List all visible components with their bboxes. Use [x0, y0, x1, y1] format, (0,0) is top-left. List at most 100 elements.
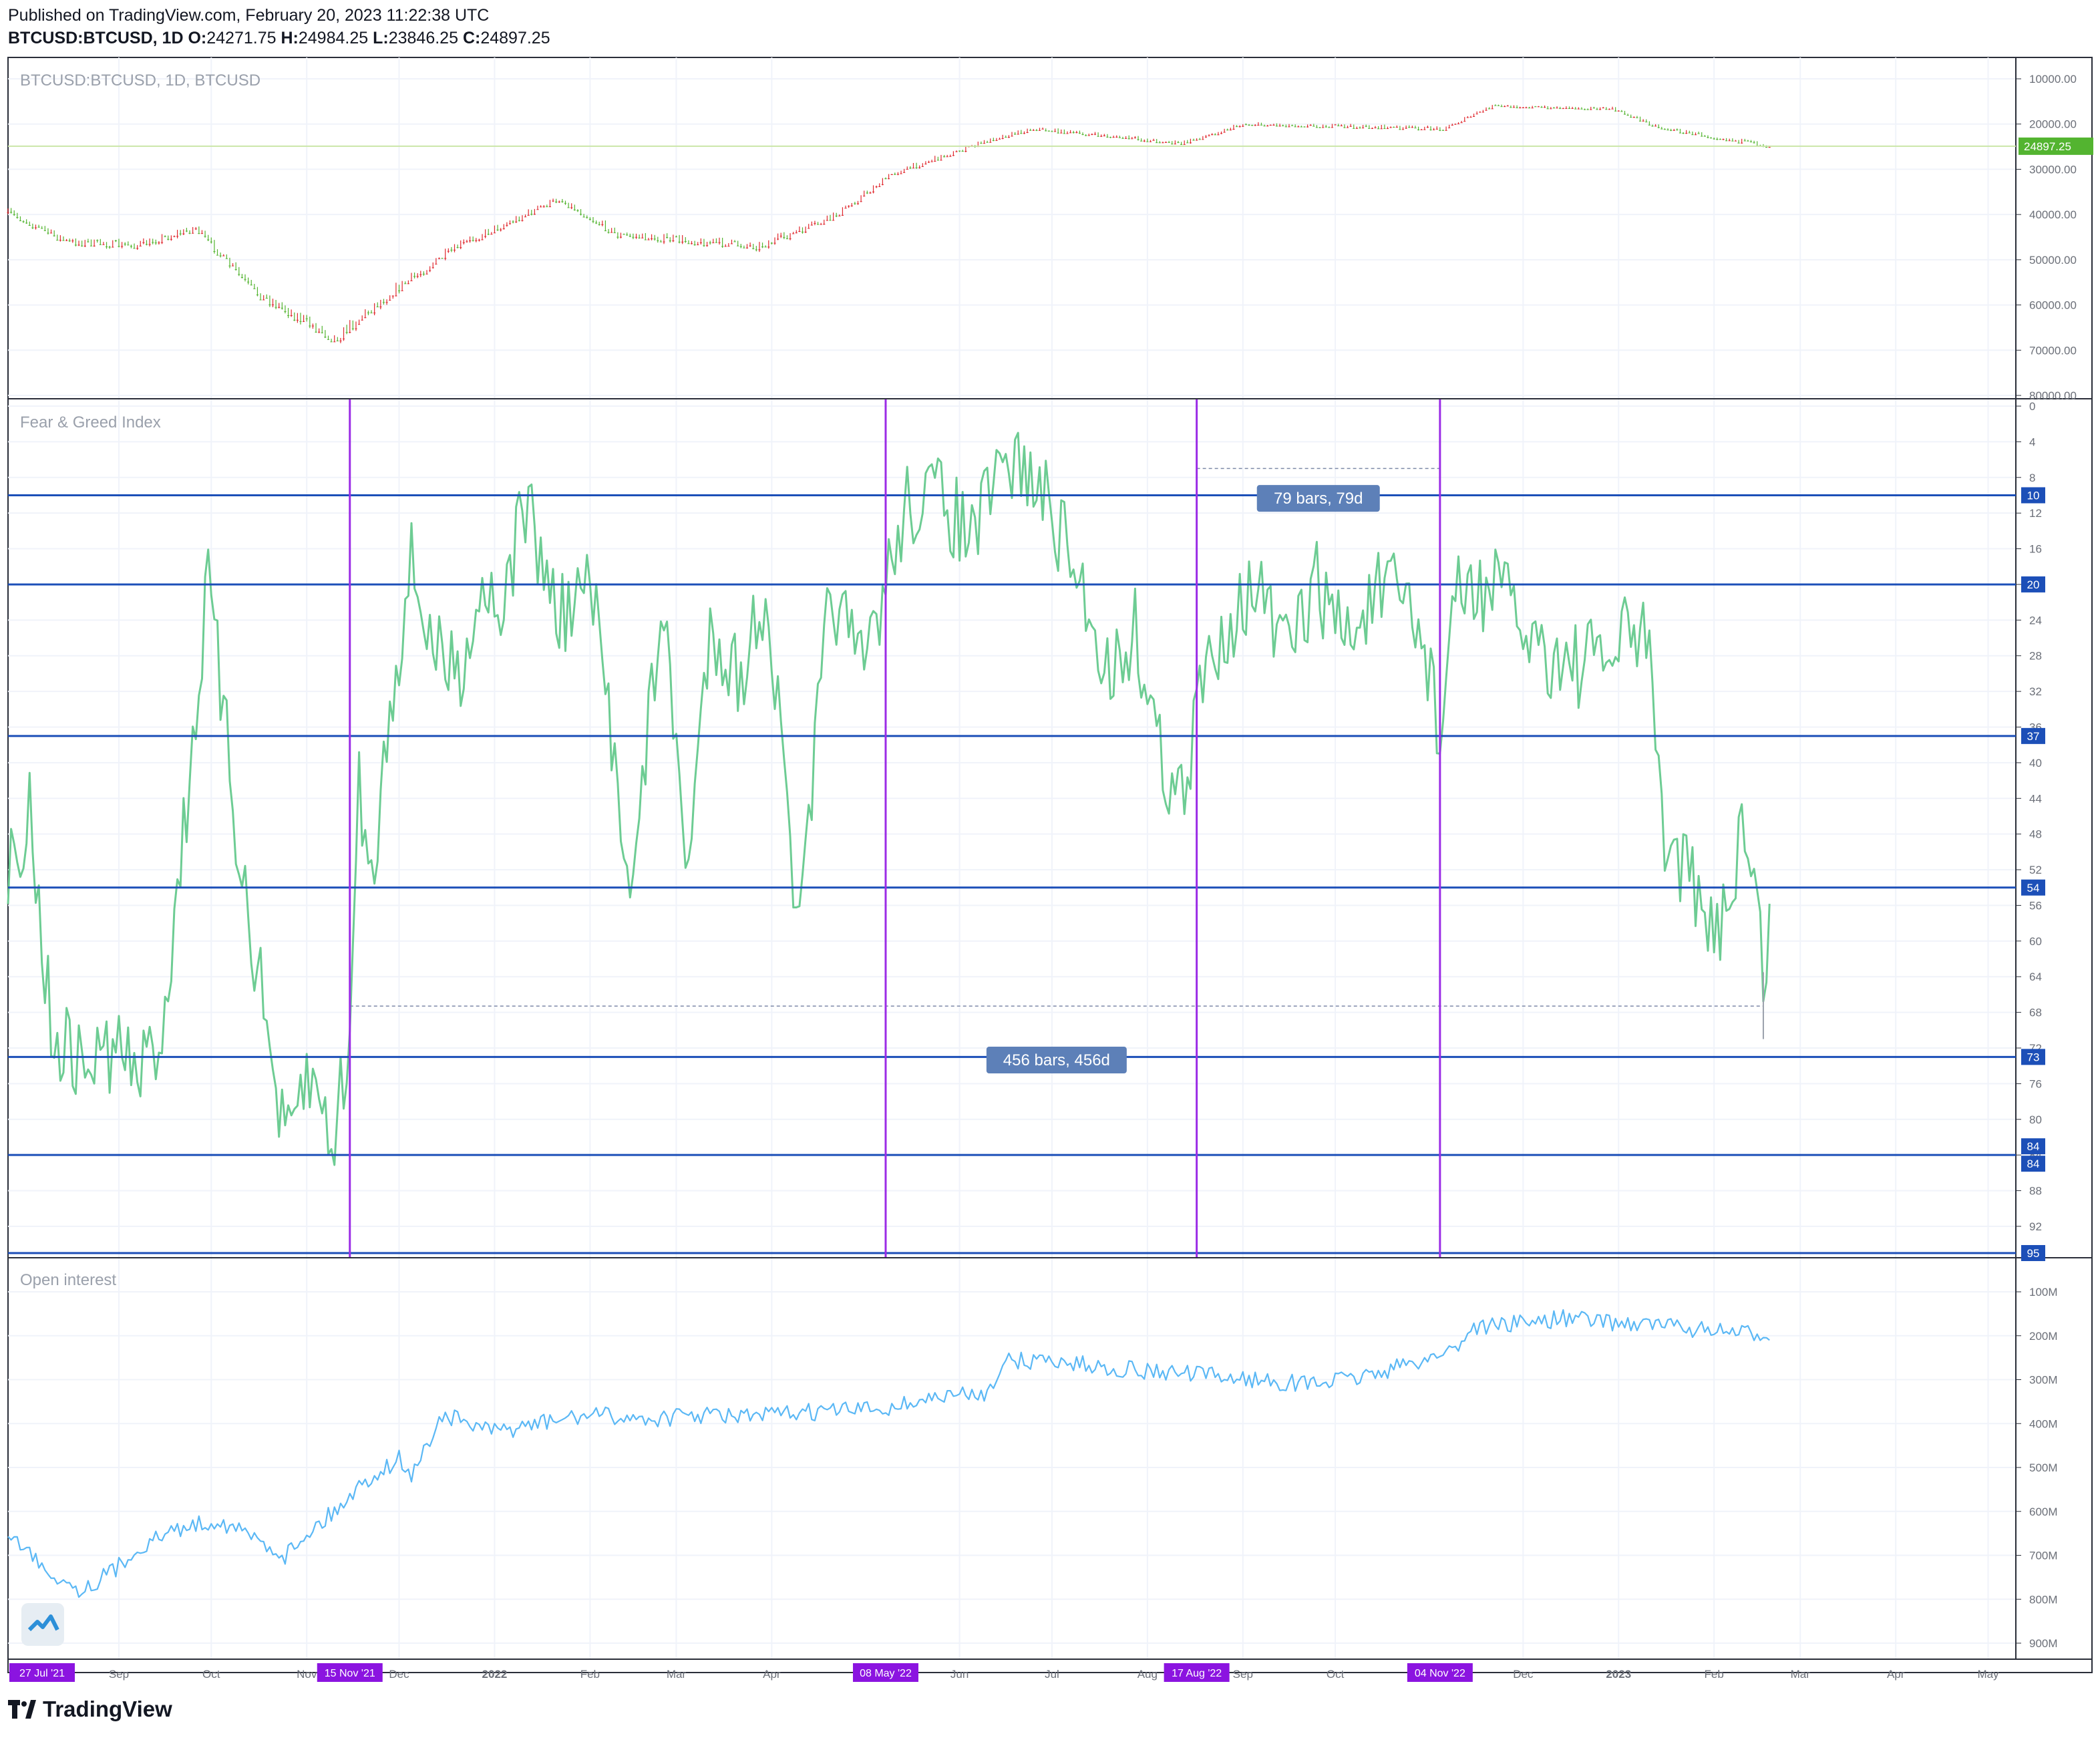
- candle-body: [903, 172, 906, 173]
- candle-body: [1180, 144, 1183, 145]
- candle-body: [1315, 127, 1319, 128]
- candle-body: [770, 242, 773, 244]
- candle-body: [1300, 126, 1302, 128]
- candle-body: [860, 201, 862, 202]
- candle-body: [619, 236, 623, 238]
- candle-body: [1565, 108, 1568, 110]
- candle-body: [472, 240, 474, 241]
- candle-body: [198, 233, 200, 234]
- candle-body: [318, 331, 321, 333]
- fgi-tick-label: 76: [2029, 1077, 2042, 1090]
- candle-body: [1577, 108, 1580, 110]
- candle-body: [1023, 133, 1026, 134]
- candle-body: [1115, 136, 1118, 138]
- candle-body: [1731, 140, 1734, 142]
- candle-body: [518, 220, 520, 221]
- candle-body: [1574, 108, 1577, 110]
- candle-body: [99, 244, 102, 245]
- candle-body: [1183, 144, 1186, 145]
- fgi-tick-label: 32: [2029, 685, 2042, 698]
- candle-body: [475, 240, 478, 241]
- price-tick-label: 50000.00: [2029, 254, 2077, 267]
- candle-body: [699, 242, 702, 243]
- high-value: 24984.25: [298, 29, 369, 47]
- candle-body: [1441, 130, 1445, 131]
- candle-body: [1140, 140, 1143, 142]
- candle-body: [315, 331, 317, 333]
- candle-body: [25, 222, 28, 224]
- candle-body: [1679, 132, 1682, 134]
- candle-body: [1439, 130, 1441, 131]
- candle-body: [1383, 128, 1386, 130]
- last-price-text: 24897.25: [2024, 140, 2071, 153]
- fgi-level-text: 37: [2027, 730, 2040, 743]
- candle-body: [43, 230, 46, 231]
- candle-body: [1124, 138, 1127, 139]
- candle-body: [869, 192, 872, 194]
- candle-body: [697, 244, 699, 246]
- candle-body: [281, 307, 283, 309]
- candle-body: [942, 156, 946, 158]
- candle-body: [798, 230, 801, 232]
- candle-body: [431, 267, 434, 269]
- candle-body: [1630, 117, 1632, 118]
- candle-body: [816, 224, 820, 225]
- candle-body: [1017, 134, 1019, 135]
- fgi-tick-label: 4: [2029, 436, 2035, 448]
- candle-body: [586, 217, 588, 218]
- candle-body: [949, 156, 952, 157]
- candle-body: [712, 242, 715, 244]
- chart-header: Published on TradingView.com, February 2…: [8, 4, 550, 49]
- candle-body: [1014, 134, 1017, 135]
- candle-body: [789, 238, 792, 240]
- candle-body: [395, 295, 397, 297]
- candle-body: [1550, 108, 1552, 110]
- candle-body: [1571, 108, 1574, 110]
- fgi-tick-label: 40: [2029, 757, 2042, 769]
- candle-body: [777, 238, 779, 240]
- fgi-level-badge: [2021, 576, 2045, 592]
- candle-body: [795, 232, 798, 234]
- fgi-level-text: 84: [2027, 1158, 2040, 1170]
- candle-body: [68, 240, 71, 242]
- date-highlight-text: 17 Aug '22: [1172, 1668, 1222, 1679]
- candle-body: [958, 150, 961, 152]
- candle-body: [19, 220, 22, 222]
- candle-body: [299, 321, 302, 322]
- candle-body: [167, 238, 170, 240]
- candle-body: [1057, 132, 1059, 134]
- candle-body: [992, 140, 995, 141]
- oi-pane-title: Open interest: [20, 1271, 116, 1289]
- candle-body: [1297, 126, 1300, 128]
- candle-body: [1488, 108, 1491, 110]
- date-highlight-text: 08 May '22: [860, 1668, 912, 1679]
- candle-body: [1365, 126, 1367, 127]
- low-value: 23846.25: [388, 29, 458, 47]
- candle-body: [49, 232, 53, 234]
- candle-body: [1725, 140, 1728, 142]
- candle-body: [965, 151, 967, 152]
- candle-body: [1164, 142, 1168, 143]
- date-highlight-badge: [9, 1663, 75, 1682]
- candle-body: [733, 241, 736, 242]
- candle-body: [810, 224, 813, 226]
- last-price-badge: [2019, 137, 2093, 155]
- candle-body: [1232, 128, 1235, 130]
- candle-body: [1380, 128, 1383, 130]
- candle-body: [1131, 138, 1133, 140]
- candle-body: [785, 238, 789, 240]
- candle-body: [666, 237, 669, 238]
- date-highlight-badge: [852, 1663, 918, 1682]
- candle-body: [303, 321, 305, 322]
- fgi-tick-label: 68: [2029, 1007, 2042, 1019]
- candle-body: [1540, 107, 1543, 108]
- candle-body: [1211, 134, 1214, 136]
- candle-body: [739, 246, 742, 247]
- time-tick-label: May: [1977, 1668, 1999, 1681]
- close-value: 24897.25: [480, 29, 550, 47]
- tradingview-logo: TradingView: [8, 1697, 172, 1722]
- candle-body: [1312, 126, 1315, 127]
- candle-body: [413, 276, 416, 277]
- candle-body: [247, 281, 250, 283]
